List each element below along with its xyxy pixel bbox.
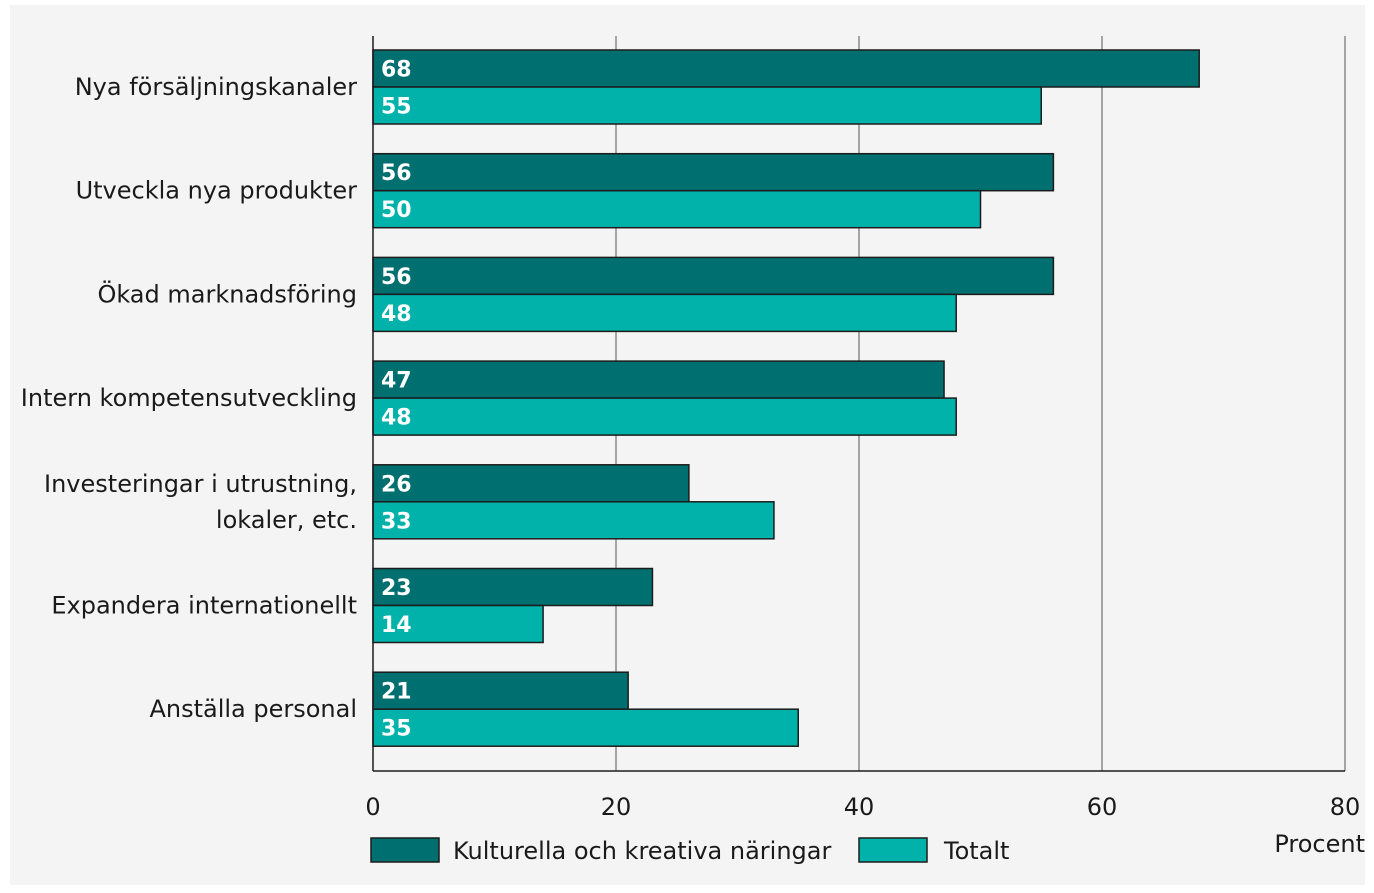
bar	[372, 708, 799, 747]
x-tick-label: 20	[601, 793, 632, 821]
bar	[372, 256, 1055, 296]
data-label: 33	[381, 509, 412, 534]
data-label: 48	[381, 406, 412, 431]
axes: Nya försäljningskanaler Utveckla nya prod…	[21, 36, 1365, 858]
category-label: Investeringar i utrustning,	[44, 470, 357, 498]
bar	[372, 464, 690, 503]
data-label: 21	[381, 680, 412, 705]
bar	[372, 293, 957, 333]
bar	[372, 671, 629, 710]
category-label: Nya försäljningskanaler	[75, 73, 357, 101]
bar	[372, 152, 1055, 192]
x-tick-label: 60	[1087, 793, 1118, 821]
data-label: 68	[381, 58, 412, 83]
data-label: 26	[381, 472, 412, 497]
x-unit-label: Procent	[1274, 830, 1365, 858]
legend-swatch	[370, 837, 440, 863]
bar	[372, 604, 544, 644]
data-label: 14	[381, 613, 412, 638]
category-label: Intern kompetensutveckling	[21, 384, 357, 412]
category-label: Ökad marknadsföring	[97, 279, 357, 308]
bar	[372, 49, 1200, 88]
bar	[372, 567, 654, 607]
x-tick-label: 0	[365, 793, 380, 821]
x-tick-label: 80	[1330, 793, 1361, 821]
bar	[372, 86, 1042, 125]
data-label: 56	[381, 161, 412, 186]
bars: 68 55 56 50 56 48 47 48 26 33 23 14 21 35	[372, 49, 1200, 747]
legend-label: Kulturella och kreativa näringar	[453, 837, 831, 865]
data-label: 23	[381, 576, 412, 601]
bar	[372, 189, 982, 229]
data-label: 35	[381, 717, 412, 742]
bar	[372, 501, 775, 540]
legend-label: Totalt	[943, 837, 1009, 865]
bar	[372, 360, 945, 399]
category-label: Anställa personal	[149, 695, 357, 723]
data-label: 55	[381, 95, 412, 120]
data-label: 47	[381, 369, 412, 394]
x-tick-label: 40	[844, 793, 875, 821]
data-label: 50	[381, 198, 412, 223]
data-label: 48	[381, 302, 412, 327]
category-label: lokaler, etc.	[216, 506, 357, 534]
legend: Kulturella och kreativa näringar Totalt	[370, 837, 1009, 865]
category-label: Utveckla nya produkter	[76, 177, 358, 205]
legend-swatch	[858, 837, 928, 863]
bar	[372, 397, 957, 436]
category-label: Expandera internationellt	[51, 592, 357, 620]
plot-background	[10, 5, 1365, 885]
data-label: 56	[381, 265, 412, 290]
